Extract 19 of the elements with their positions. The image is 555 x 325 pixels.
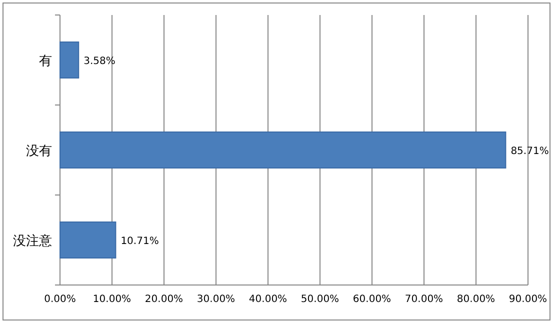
x-tick-label: 70.00%: [404, 294, 444, 305]
x-tick-label: 10.00%: [92, 294, 132, 305]
y-tick-label: 没有: [26, 144, 52, 159]
x-tick-label: 40.00%: [248, 294, 288, 305]
x-tick-label: 80.00%: [456, 294, 496, 305]
data-label: 3.58%: [84, 56, 116, 67]
x-tick-label: 90.00%: [508, 294, 548, 305]
bar: [60, 132, 506, 168]
bar: [60, 222, 116, 258]
x-tick-label: 20.00%: [144, 294, 184, 305]
x-tick-label: 60.00%: [352, 294, 392, 305]
x-tick-label: 50.00%: [300, 294, 340, 305]
data-label: 85.71%: [510, 146, 549, 157]
x-tick-label: 0.00%: [44, 294, 76, 305]
y-tick-label: 没注意: [13, 234, 52, 249]
y-tick-label: 有: [39, 54, 52, 69]
x-tick-label: 30.00%: [196, 294, 236, 305]
data-label: 10.71%: [120, 236, 159, 247]
bar: [60, 42, 80, 78]
